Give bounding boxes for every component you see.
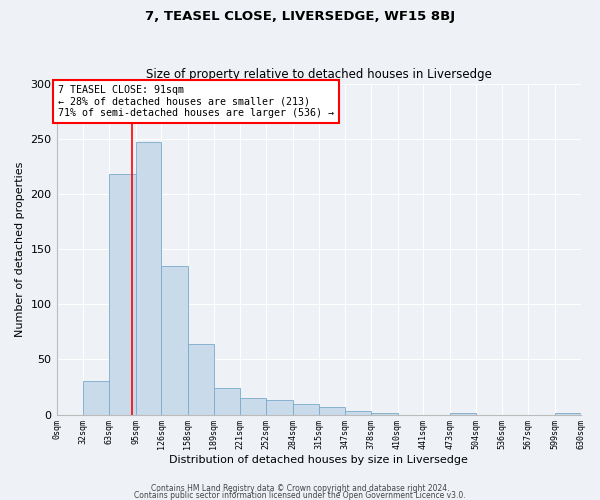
Bar [345, 412, 371, 414]
Bar [214, 388, 241, 414]
Text: 7, TEASEL CLOSE, LIVERSEDGE, WF15 8BJ: 7, TEASEL CLOSE, LIVERSEDGE, WF15 8BJ [145, 10, 455, 23]
Bar [83, 382, 109, 414]
Bar [293, 404, 319, 414]
Text: Contains public sector information licensed under the Open Government Licence v3: Contains public sector information licen… [134, 490, 466, 500]
Title: Size of property relative to detached houses in Liversedge: Size of property relative to detached ho… [146, 68, 491, 81]
Bar [241, 398, 266, 414]
Text: 7 TEASEL CLOSE: 91sqm
← 28% of detached houses are smaller (213)
71% of semi-det: 7 TEASEL CLOSE: 91sqm ← 28% of detached … [58, 84, 334, 118]
Bar [319, 407, 345, 414]
Bar [109, 174, 136, 414]
Bar [266, 400, 293, 414]
Text: Contains HM Land Registry data © Crown copyright and database right 2024.: Contains HM Land Registry data © Crown c… [151, 484, 449, 493]
Y-axis label: Number of detached properties: Number of detached properties [15, 162, 25, 337]
X-axis label: Distribution of detached houses by size in Liversedge: Distribution of detached houses by size … [169, 455, 468, 465]
Bar [188, 344, 214, 414]
Bar [161, 266, 188, 414]
Bar [136, 142, 161, 414]
